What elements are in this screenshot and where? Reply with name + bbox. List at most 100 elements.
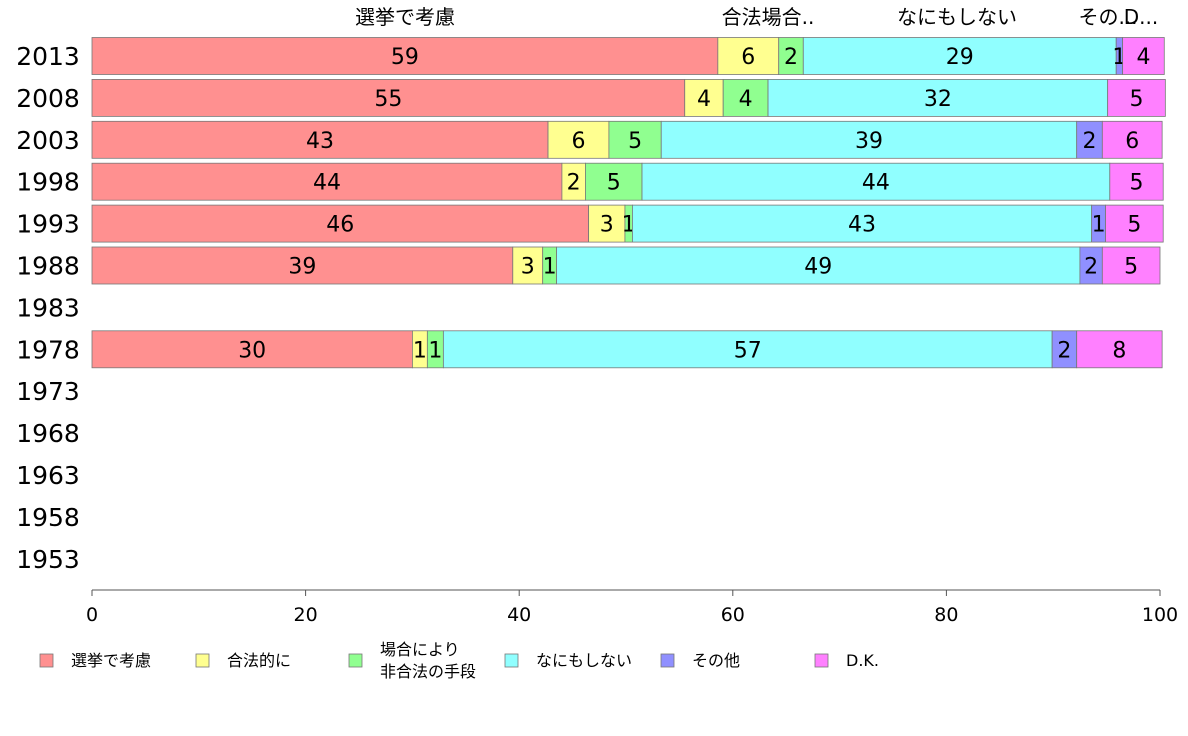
x-tick-label: 20 — [294, 604, 318, 626]
data-label: 1 — [1092, 213, 1106, 238]
bar-segment — [1101, 120, 1163, 159]
data-label: 55 — [374, 87, 402, 112]
x-tick-label: 80 — [934, 604, 958, 626]
data-label: 3 — [600, 213, 614, 238]
bar-segment — [660, 120, 1078, 159]
legend-swatch — [195, 653, 210, 668]
bars: 59 6 2 29 1 455 4 4 32 543 6 5 39 2 644 2 5 44 546 3 1 43 1 539… — [91, 37, 1166, 369]
data-label: 30 — [238, 338, 266, 363]
y-tick-label: 1993 — [16, 210, 80, 239]
bar-segment — [512, 246, 544, 285]
bar-segment — [1107, 79, 1166, 117]
bar-segment — [608, 120, 662, 159]
legend-label: D.K. — [846, 651, 879, 670]
bar-segment — [91, 162, 563, 201]
bar-segment — [1076, 120, 1103, 159]
x-tick-label: 100 — [1142, 604, 1178, 626]
x-tick-label: 40 — [507, 604, 531, 626]
y-axis-labels: 2013 2008 2003 1998 1993 1988 1983 1978 1973 1968… — [16, 42, 80, 574]
data-label: 6 — [741, 45, 755, 70]
bar-segment — [91, 120, 549, 159]
data-label: 46 — [326, 213, 354, 238]
data-label: 39 — [855, 129, 883, 154]
data-label: 5 — [1130, 87, 1144, 112]
legend-label: その他 — [692, 651, 740, 670]
y-tick-label: 2008 — [16, 84, 80, 113]
bar-segment — [588, 204, 626, 243]
legend-label: 選挙で考慮 — [71, 651, 151, 670]
legend-label: 非合法の手段 — [380, 662, 476, 681]
data-label: 57 — [734, 338, 762, 363]
bar-segment — [442, 330, 1053, 369]
bar-segment — [91, 330, 413, 369]
x-tick-label: 0 — [86, 604, 98, 626]
data-label: 5 — [1130, 171, 1144, 196]
bar-segment — [91, 79, 686, 117]
data-label: 49 — [804, 255, 832, 280]
data-label: 4 — [697, 87, 711, 112]
legend-swatch — [348, 653, 363, 668]
bar-segment — [91, 204, 590, 243]
y-tick-label: 1958 — [16, 503, 80, 532]
data-label: 2 — [567, 171, 581, 196]
bar-segment — [1051, 330, 1078, 369]
top-label: その... — [1078, 5, 1137, 29]
data-label: 43 — [306, 129, 334, 154]
bar-segment — [1122, 37, 1165, 75]
data-label: 44 — [862, 171, 890, 196]
bar-segment — [1101, 246, 1161, 285]
bar-segment — [632, 204, 1093, 243]
legend-label: 場合により — [380, 640, 460, 659]
legend-label: 合法的に — [227, 651, 291, 670]
data-label: 39 — [288, 255, 316, 280]
bar-segment — [778, 37, 804, 75]
bar-segment — [767, 79, 1109, 117]
data-label: 29 — [946, 45, 974, 70]
top-label: なにもしない — [897, 5, 1017, 29]
top-label: D... — [1124, 5, 1158, 29]
y-tick-label: 2003 — [16, 126, 80, 155]
y-tick-label: 1978 — [16, 335, 80, 364]
legend-swatch — [504, 653, 519, 668]
data-label: 44 — [313, 171, 341, 196]
legend-swatch — [660, 653, 675, 668]
legend-swatch — [39, 653, 54, 668]
data-label: 4 — [1136, 45, 1150, 70]
data-label: 6 — [571, 129, 585, 154]
data-label: 5 — [607, 171, 621, 196]
data-label: 2 — [784, 45, 798, 70]
bar-segment — [684, 79, 724, 117]
y-tick-label: 1963 — [16, 461, 80, 490]
data-label: 59 — [391, 45, 419, 70]
top-label: 合法場合.. — [722, 5, 815, 29]
top-label: 選挙で考慮 — [355, 5, 455, 29]
data-label: 1 — [543, 255, 557, 280]
data-label: 2 — [1057, 338, 1071, 363]
data-label: 4 — [739, 87, 753, 112]
y-tick-label: 1988 — [16, 252, 80, 281]
bar-segment — [1109, 162, 1164, 201]
data-label: 2 — [1084, 255, 1098, 280]
data-label: 5 — [628, 129, 642, 154]
bar-segment — [722, 79, 769, 117]
x-axis: 0 20 40 60 80 100 — [86, 589, 1178, 626]
data-label: 6 — [1125, 129, 1139, 154]
y-tick-label: 1953 — [16, 545, 80, 574]
legend-label: なにもしない — [536, 651, 632, 670]
data-label: 5 — [1124, 255, 1138, 280]
data-label: 3 — [521, 255, 535, 280]
data-label: 32 — [924, 87, 952, 112]
data-label: 2 — [1083, 129, 1097, 154]
x-tick-label: 60 — [721, 604, 745, 626]
data-label: 1 — [428, 338, 442, 363]
bar-segment — [802, 37, 1117, 75]
bar-segment — [585, 162, 643, 201]
bar-segment — [1076, 330, 1163, 369]
y-tick-label: 1983 — [16, 293, 80, 322]
y-tick-label: 1973 — [16, 377, 80, 406]
data-label: 8 — [1112, 338, 1126, 363]
bar-segment — [641, 162, 1111, 201]
data-label: 43 — [848, 213, 876, 238]
